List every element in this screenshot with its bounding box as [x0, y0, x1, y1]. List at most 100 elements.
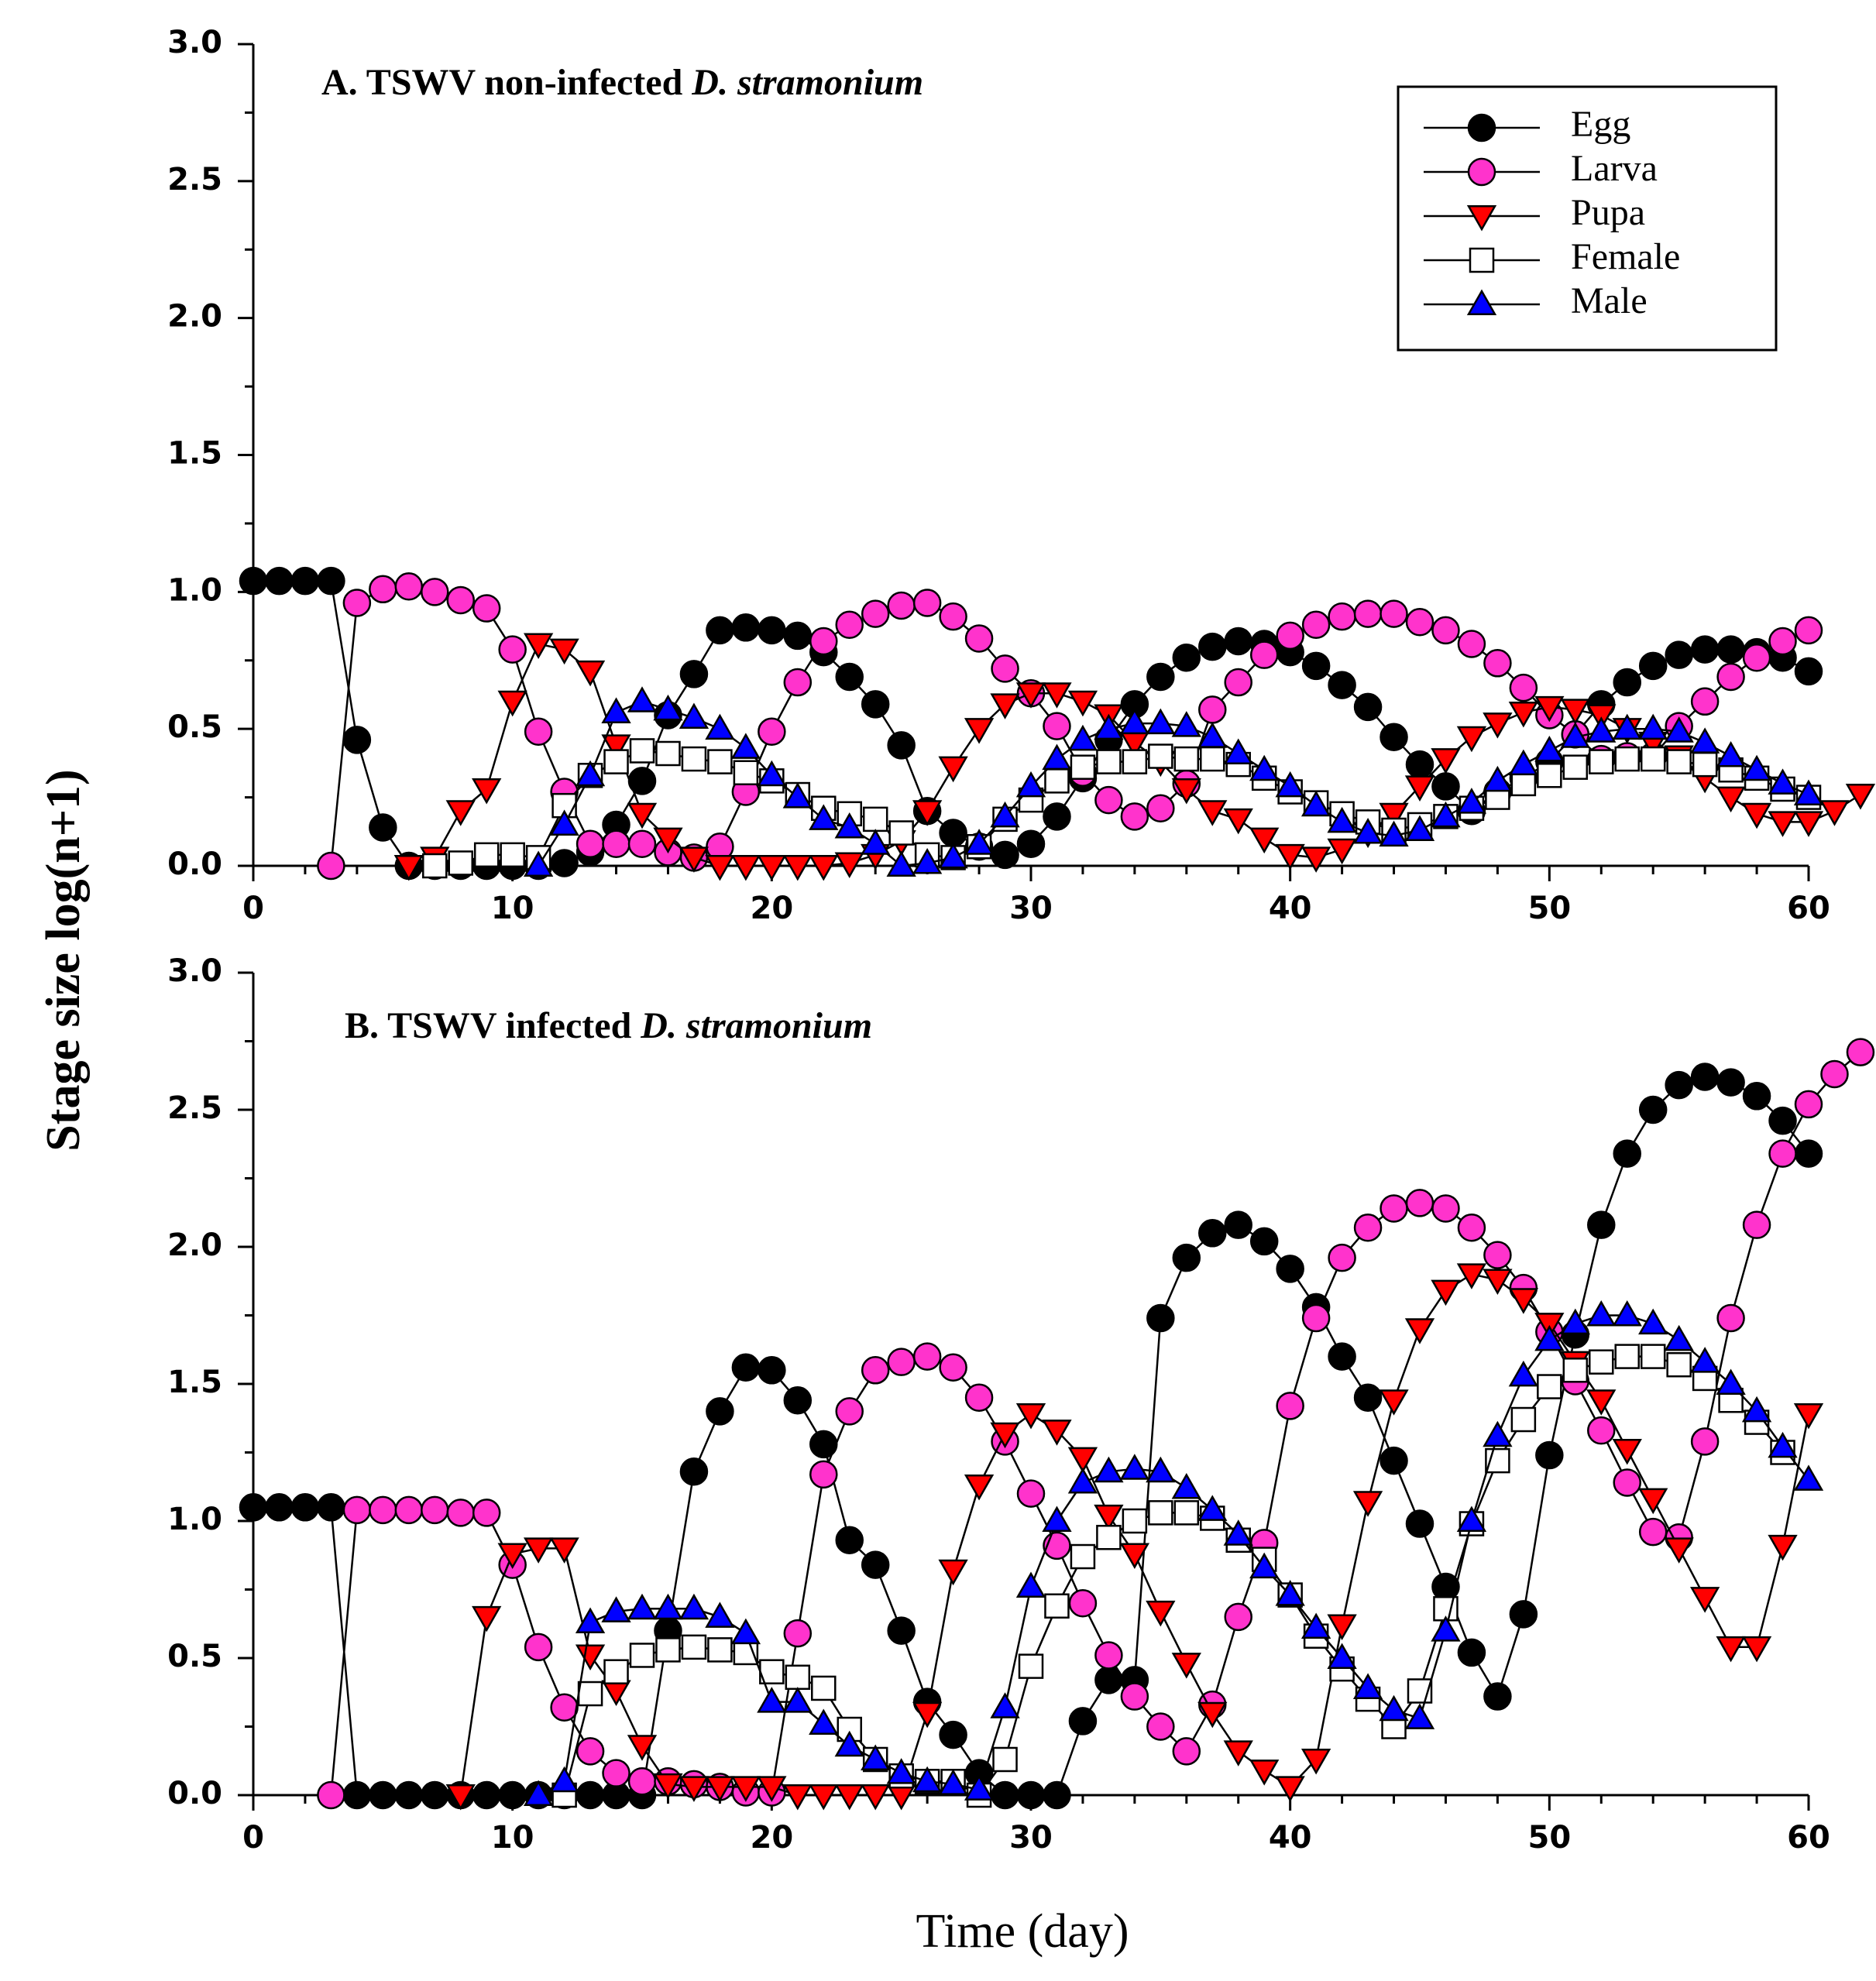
series-female: [551, 1344, 1795, 1808]
male-point: [1638, 713, 1668, 740]
female-point: [707, 749, 733, 774]
male-point: [1404, 1703, 1435, 1729]
y-tick-label: 0.5: [167, 709, 222, 745]
egg-point: [679, 1457, 709, 1486]
female-point: [1562, 754, 1589, 780]
egg-point: [887, 1616, 916, 1645]
legend-marker-egg: [1467, 113, 1496, 142]
egg-point: [1405, 1509, 1434, 1538]
male-point: [1560, 722, 1590, 748]
egg-point: [1405, 750, 1434, 779]
larva-point: [991, 654, 1019, 683]
female-point: [1044, 768, 1070, 794]
y-tick-label: 2.0: [167, 299, 222, 335]
panel-a: 0.0 0.5 1.0 1.5 2.0 2.5 3.0 0 10 20 30 40 50 60 A. TSW…: [167, 25, 1876, 926]
male-point: [1146, 708, 1176, 735]
egg-point: [679, 660, 709, 688]
legend-item-pupa: Pupa: [1424, 192, 1645, 233]
pupa-point: [627, 802, 658, 829]
legend-label: Female: [1571, 236, 1680, 277]
pupa-point: [1431, 1279, 1461, 1306]
egg-point: [342, 726, 372, 754]
larva-point: [783, 668, 813, 697]
egg-point: [1742, 1082, 1771, 1111]
female-point: [1096, 749, 1122, 774]
x-axis-title: Time (day): [916, 1905, 1129, 1958]
female-point: [1510, 1406, 1537, 1433]
male-point: [886, 850, 916, 877]
pupa-point: [393, 855, 424, 881]
male-point: [1015, 1571, 1046, 1598]
female-point: [603, 1659, 629, 1684]
egg-point: [342, 1780, 372, 1810]
male-point: [1249, 754, 1280, 781]
pupa-point: [1249, 1760, 1280, 1786]
male-point: [575, 760, 606, 787]
egg-point: [369, 813, 397, 842]
male-point: [861, 829, 891, 855]
egg-point: [835, 662, 864, 692]
larva-point: [1638, 1517, 1668, 1547]
larva-point: [1794, 616, 1823, 645]
egg-point: [758, 1356, 786, 1385]
larva-point: [369, 575, 397, 604]
pupa-point: [912, 800, 943, 826]
larva-point: [861, 1356, 890, 1385]
x-tick-label: 40: [1269, 891, 1312, 926]
larva-point: [1224, 668, 1252, 697]
pupa-point: [1223, 1740, 1253, 1766]
egg-point: [1716, 1068, 1745, 1097]
larva-point: [369, 1495, 397, 1525]
pupa-point: [782, 855, 813, 881]
male-point: [1612, 713, 1642, 740]
egg-point: [1353, 692, 1383, 722]
male-point: [782, 1687, 813, 1713]
pupa-point: [1586, 1389, 1617, 1416]
egg-point: [239, 1493, 268, 1522]
pupa-point: [1379, 1389, 1409, 1416]
male-point: [990, 801, 1020, 828]
male-point: [1015, 771, 1046, 798]
pupa-point: [523, 1537, 554, 1564]
pupa-point: [1612, 1438, 1642, 1465]
larva-point: [1301, 610, 1331, 640]
female-point: [603, 749, 629, 774]
male-point: [809, 1708, 839, 1735]
pupa-point: [964, 1474, 995, 1501]
female-point: [681, 746, 707, 772]
male-point: [1768, 768, 1798, 795]
female-point: [448, 850, 473, 876]
x-tick-label: 10: [491, 891, 534, 926]
female-point: [681, 1634, 707, 1660]
female-point: [1692, 751, 1718, 778]
egg-point: [1716, 635, 1745, 664]
pupa-point: [1352, 1491, 1383, 1517]
female-point: [1640, 1344, 1666, 1369]
pupa-point: [809, 1784, 839, 1811]
larva-point: [1768, 1139, 1797, 1168]
larva-point: [421, 1495, 449, 1525]
pupa-point: [1146, 1600, 1176, 1627]
pupa-point: [938, 1559, 968, 1586]
x-tick-label: 10: [491, 1820, 534, 1856]
female-point: [1122, 1508, 1148, 1534]
male-point: [1042, 743, 1072, 771]
larva-point: [964, 1383, 994, 1412]
pupa-point: [757, 855, 787, 881]
larva-point: [1405, 1189, 1434, 1217]
female-point: [1614, 1344, 1640, 1369]
pupa-point: [1327, 838, 1357, 865]
pupa-point: [1845, 784, 1876, 810]
pupa-point: [1223, 808, 1253, 835]
x-tick-label: 60: [1787, 1820, 1830, 1856]
male-point: [679, 1593, 710, 1620]
male-point: [1223, 1519, 1253, 1546]
male-point: [549, 1766, 579, 1793]
female-point: [655, 740, 681, 767]
male-point: [1094, 713, 1124, 740]
pupa-point: [575, 1644, 606, 1670]
larva-point: [1301, 1303, 1331, 1333]
female-point: [1562, 1358, 1589, 1383]
larva-point: [1120, 1682, 1149, 1711]
pupa-point: [1560, 699, 1590, 725]
